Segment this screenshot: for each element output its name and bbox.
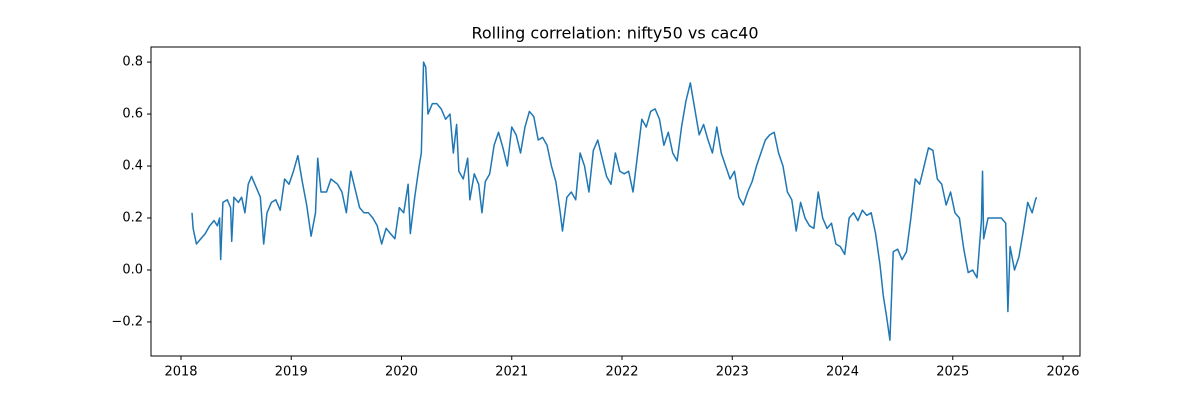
- x-tick-label: 2018: [164, 365, 197, 380]
- chart-title: Rolling correlation: nifty50 vs cac40: [471, 24, 758, 43]
- x-tick-label: 2022: [605, 365, 638, 380]
- y-tick-label: 0.2: [122, 211, 143, 226]
- x-tick-label: 2020: [385, 365, 418, 380]
- x-tick-label: 2026: [1046, 365, 1079, 380]
- x-tick-label: 2024: [826, 365, 859, 380]
- y-tick-label: 0.0: [122, 262, 143, 277]
- x-tick-label: 2025: [936, 365, 969, 380]
- y-tick-label: 0.4: [122, 159, 143, 174]
- data-line: [191, 61, 1038, 341]
- y-tick-label: 0.6: [122, 107, 143, 122]
- x-tick-label: 2023: [716, 365, 749, 380]
- y-tick-label: 0.8: [122, 55, 143, 70]
- y-tick-label: −0.2: [111, 314, 143, 329]
- x-tick-label: 2019: [275, 365, 308, 380]
- x-tick-label: 2021: [495, 365, 528, 380]
- axes-frame: [150, 46, 1081, 357]
